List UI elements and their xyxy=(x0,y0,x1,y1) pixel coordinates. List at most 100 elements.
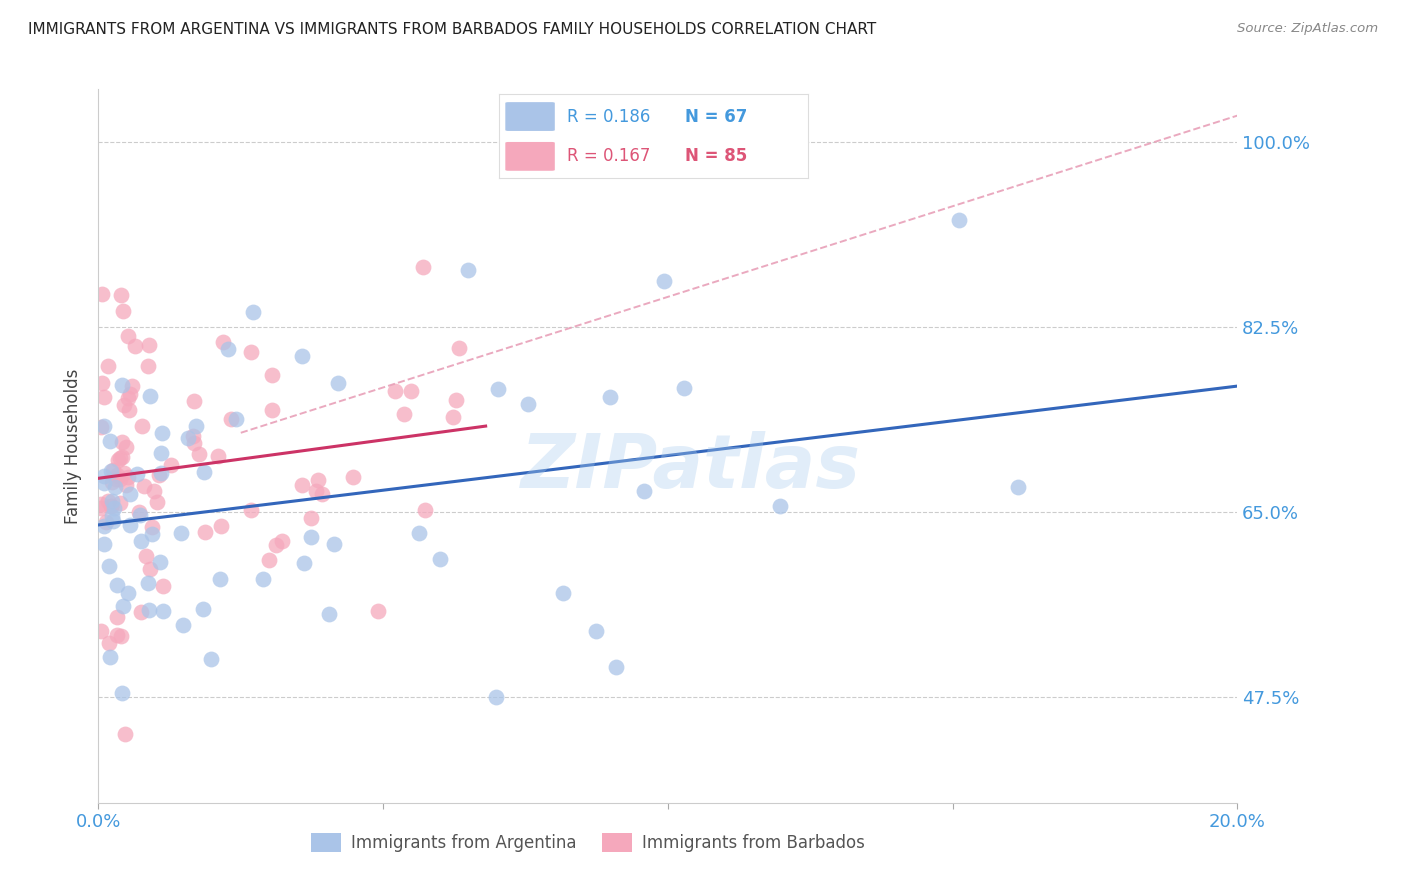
Point xyxy=(110,628,132,642)
Point xyxy=(97,558,120,573)
Point xyxy=(104,480,127,494)
Point xyxy=(120,386,142,401)
Point xyxy=(307,473,329,487)
Text: Source: ZipAtlas.com: Source: ZipAtlas.com xyxy=(1237,22,1378,36)
Point xyxy=(412,260,434,274)
Point xyxy=(367,604,389,618)
Point xyxy=(111,303,134,318)
Point xyxy=(93,519,115,533)
Point xyxy=(342,470,364,484)
Point xyxy=(108,496,131,510)
Point xyxy=(152,579,174,593)
Point xyxy=(90,501,112,516)
Point xyxy=(299,530,322,544)
Point xyxy=(150,445,173,459)
Point xyxy=(394,407,416,421)
Point xyxy=(100,500,122,514)
Point xyxy=(90,420,112,434)
Point xyxy=(599,390,621,404)
Point xyxy=(118,517,141,532)
Point xyxy=(136,576,159,591)
Point xyxy=(131,418,153,433)
Point xyxy=(100,499,122,513)
Point xyxy=(172,618,194,632)
Point xyxy=(91,287,114,301)
Point xyxy=(117,470,139,484)
Point xyxy=(399,384,422,399)
Point xyxy=(90,624,112,639)
Point xyxy=(457,262,479,277)
Point xyxy=(105,467,128,482)
Y-axis label: Family Households: Family Households xyxy=(65,368,83,524)
Point xyxy=(239,344,262,359)
Point xyxy=(384,384,406,399)
Point xyxy=(517,397,540,411)
Point xyxy=(239,502,262,516)
Point xyxy=(447,341,470,355)
Point xyxy=(415,503,437,517)
Point xyxy=(209,572,232,586)
Point xyxy=(128,505,150,519)
Text: N = 85: N = 85 xyxy=(685,147,747,165)
Point xyxy=(188,447,211,461)
Point xyxy=(242,304,264,318)
Point xyxy=(101,508,124,523)
Point xyxy=(184,419,207,434)
Point xyxy=(299,510,322,524)
Point xyxy=(160,458,183,472)
Point xyxy=(585,624,607,638)
Point xyxy=(90,376,112,391)
Point xyxy=(112,599,135,613)
Point xyxy=(305,483,328,498)
Point xyxy=(93,390,115,404)
Point xyxy=(117,391,139,405)
Point xyxy=(948,213,970,227)
Point xyxy=(125,467,148,482)
Point xyxy=(605,659,627,673)
Point xyxy=(117,586,139,600)
FancyBboxPatch shape xyxy=(505,142,555,170)
Point xyxy=(217,343,239,357)
Point xyxy=(129,605,152,619)
Point xyxy=(111,686,134,700)
Point xyxy=(117,328,139,343)
Point xyxy=(270,534,292,549)
Point xyxy=(633,484,655,499)
Point xyxy=(183,394,205,409)
Point xyxy=(98,650,121,665)
Point xyxy=(149,466,172,480)
Point xyxy=(129,533,152,548)
Point xyxy=(177,432,200,446)
Point xyxy=(93,418,115,433)
Point xyxy=(111,450,134,465)
Point xyxy=(291,349,314,363)
Point xyxy=(148,468,170,483)
Point xyxy=(112,466,135,480)
Point xyxy=(252,572,274,586)
Point xyxy=(209,519,232,533)
Point xyxy=(101,475,124,489)
Point xyxy=(181,429,204,443)
Point xyxy=(318,607,340,621)
Point xyxy=(149,555,172,569)
Point xyxy=(101,514,124,528)
Point xyxy=(138,603,160,617)
Point xyxy=(769,499,792,513)
Point xyxy=(124,339,146,353)
Point xyxy=(105,610,128,624)
Point xyxy=(444,392,467,407)
Point xyxy=(311,487,333,501)
Text: IMMIGRANTS FROM ARGENTINA VS IMMIGRANTS FROM BARBADOS FAMILY HOUSEHOLDS CORRELAT: IMMIGRANTS FROM ARGENTINA VS IMMIGRANTS … xyxy=(28,22,876,37)
Point xyxy=(260,368,283,382)
Point xyxy=(105,577,128,591)
Point xyxy=(138,561,160,575)
Point xyxy=(107,453,129,467)
Point xyxy=(264,538,287,552)
Point xyxy=(100,464,122,478)
Point xyxy=(191,602,214,616)
Point xyxy=(150,426,173,441)
Point xyxy=(93,475,115,490)
Point xyxy=(141,520,163,534)
Point xyxy=(200,652,222,666)
Point xyxy=(101,493,124,508)
